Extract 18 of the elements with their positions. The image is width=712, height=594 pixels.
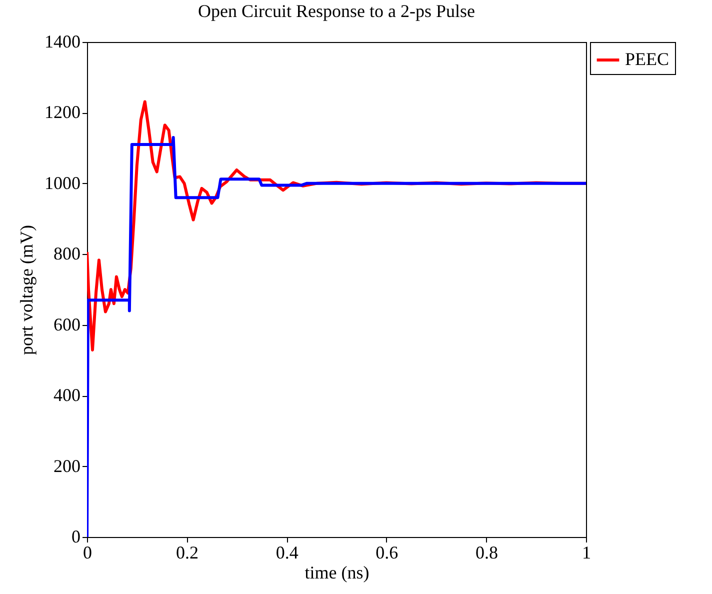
x-tick-label: 1 xyxy=(582,542,591,562)
y-tick-label: 400 xyxy=(54,385,80,406)
legend-label: PEEC xyxy=(625,49,670,69)
y-tick-label: 800 xyxy=(54,244,80,264)
chart-title: Open Circuit Response to a 2-ps Pulse xyxy=(198,1,475,21)
x-tick-label: 0.2 xyxy=(176,542,199,562)
y-tick-label: 1200 xyxy=(44,102,80,122)
x-tick-label: 0.4 xyxy=(276,542,298,562)
y-axis-title: port voltage (mV) xyxy=(16,225,36,355)
y-tick-label: 1400 xyxy=(44,32,80,52)
y-tick-label: 0 xyxy=(72,526,80,546)
x-tick-label: 0.8 xyxy=(475,542,498,562)
line-series xyxy=(87,136,586,537)
y-tick-label: 1000 xyxy=(44,172,80,193)
x-tick-label: 0.6 xyxy=(376,542,398,562)
y-tick-label: 600 xyxy=(54,314,80,334)
x-axis-title: time (ns) xyxy=(304,562,370,582)
y-tick-label: 200 xyxy=(54,456,80,476)
